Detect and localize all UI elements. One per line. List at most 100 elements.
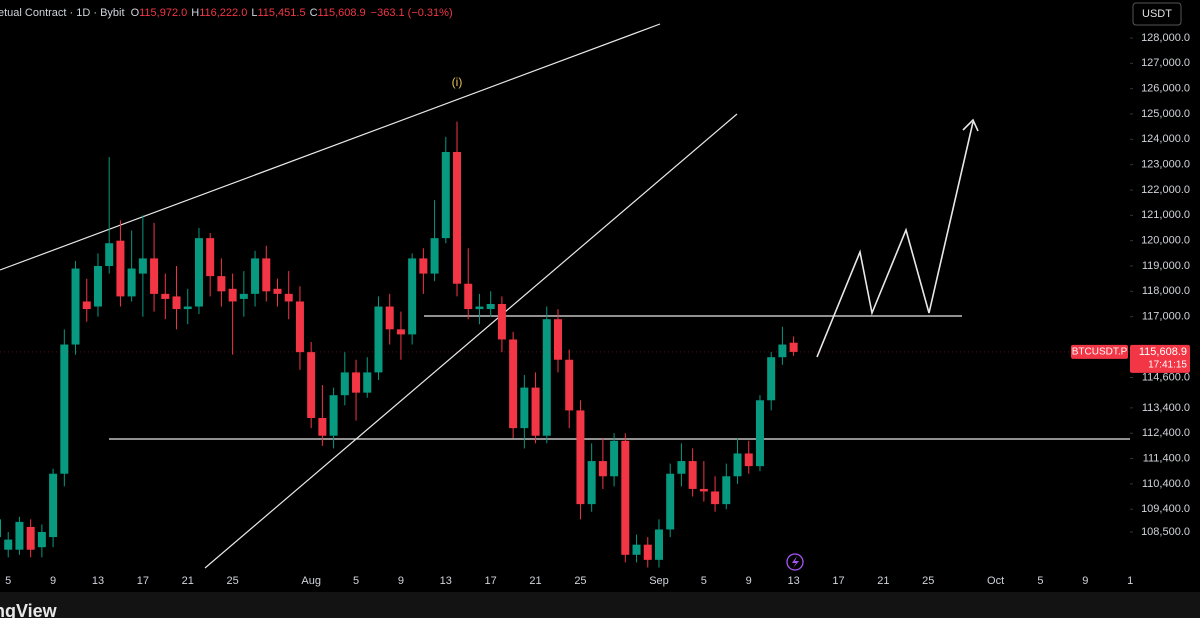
candle-body xyxy=(183,306,192,310)
candle-body xyxy=(554,319,562,360)
y-tick-label: 120,000.0 xyxy=(1141,235,1190,247)
y-tick-label: 122,000.0 xyxy=(1141,184,1190,196)
ohlc-value: 115,608.9 xyxy=(318,7,366,19)
candle-body xyxy=(307,352,316,418)
candle-body xyxy=(767,357,776,401)
candle-body xyxy=(4,539,13,550)
x-tick-label: 9 xyxy=(50,575,56,587)
watermark: ngView xyxy=(0,601,58,618)
symbol-label: BTCUSDT.P xyxy=(1072,347,1128,358)
ohlc-key: L xyxy=(251,7,257,19)
change-value: −363.1 (−0.31%) xyxy=(371,7,453,19)
y-tick-label: 118,000.0 xyxy=(1142,285,1190,297)
candle-body xyxy=(239,293,248,299)
symbol-title: etual Contract · 1D · Bybit xyxy=(0,7,125,19)
x-tick-label: 5 xyxy=(1037,575,1043,587)
y-tick-label: 123,000.0 xyxy=(1141,159,1190,171)
candle-body xyxy=(116,240,125,297)
candle-body xyxy=(206,238,215,277)
x-tick-label: 25 xyxy=(922,575,934,587)
candle-body xyxy=(778,344,787,358)
candle-body xyxy=(228,288,237,302)
candle-body xyxy=(598,461,607,477)
bottom-bar xyxy=(0,592,1200,618)
candle-body xyxy=(37,532,46,548)
candle-body xyxy=(105,243,114,266)
x-tick-label: 13 xyxy=(92,575,104,587)
x-tick-label: 25 xyxy=(574,575,586,587)
y-tick-label: 124,000.0 xyxy=(1141,133,1190,145)
candle-body xyxy=(262,258,271,292)
x-tick-label: 21 xyxy=(877,575,889,587)
x-tick-label: 5 xyxy=(5,575,11,587)
candle-body xyxy=(744,453,753,467)
trend-line xyxy=(204,113,738,569)
candle-body xyxy=(677,461,686,474)
ohlc-key: C xyxy=(310,7,318,19)
candle-body xyxy=(408,258,417,335)
currency-button[interactable] xyxy=(1132,2,1182,26)
candle-body xyxy=(49,473,58,538)
candle-body xyxy=(284,293,293,302)
x-tick-label: 13 xyxy=(440,575,452,587)
ohlc-key: O xyxy=(131,7,140,19)
candle-body xyxy=(340,372,349,396)
y-tick-label: 119,000.0 xyxy=(1142,260,1190,272)
candle-body xyxy=(453,152,462,284)
candle-body xyxy=(352,372,361,393)
candle-body xyxy=(385,306,394,330)
x-tick-label: 13 xyxy=(787,575,799,587)
y-tick-label: 110,400.0 xyxy=(1142,478,1190,490)
candle-body xyxy=(520,387,529,429)
x-tick-label: 21 xyxy=(182,575,194,587)
x-tick-label: 9 xyxy=(398,575,404,587)
candle-body xyxy=(587,461,596,505)
x-tick-label: 21 xyxy=(529,575,541,587)
candle-body xyxy=(430,238,439,274)
candle-body xyxy=(172,296,181,310)
candle-body xyxy=(441,152,450,239)
candle-body xyxy=(26,526,35,550)
candle-body xyxy=(419,258,428,274)
projection-path xyxy=(816,121,974,358)
y-tick-label: 112,400.0 xyxy=(1142,427,1190,439)
x-tick-label: 5 xyxy=(353,575,359,587)
candle-body xyxy=(150,258,159,294)
y-tick-label: 111,400.0 xyxy=(1143,452,1190,464)
candle-body xyxy=(464,283,473,310)
x-tick-label: 17 xyxy=(832,575,844,587)
candle-body xyxy=(755,400,764,467)
candle-body xyxy=(329,395,338,436)
x-tick-label: Aug xyxy=(301,575,321,587)
wave-label: (i) xyxy=(452,75,463,89)
y-tick-label: 125,000.0 xyxy=(1141,108,1190,120)
candle-body xyxy=(93,266,102,307)
candle-body xyxy=(565,359,574,411)
y-tick-label: 114,600.0 xyxy=(1142,371,1190,383)
candle-body xyxy=(542,319,551,436)
countdown-label: 17:41:15 xyxy=(1148,360,1187,371)
currency-label[interactable]: USDT xyxy=(1142,8,1172,20)
ohlc-value: 115,972.0 xyxy=(139,7,187,19)
candle-body xyxy=(71,268,80,345)
candle-body xyxy=(194,238,203,307)
y-tick-label: 127,000.0 xyxy=(1141,57,1190,69)
candle-body xyxy=(363,372,372,393)
y-tick-label: 117,000.0 xyxy=(1142,311,1190,323)
candle-body xyxy=(217,276,226,292)
candle-body xyxy=(127,268,136,297)
candle-body xyxy=(733,453,742,477)
x-tick-label: 1 xyxy=(1127,575,1133,587)
y-tick-label: 128,000.0 xyxy=(1141,32,1190,44)
x-tick-label: Oct xyxy=(987,575,1004,587)
candle-body xyxy=(632,544,641,555)
x-tick-label: 9 xyxy=(746,575,752,587)
candle-body xyxy=(374,306,383,373)
candle-body xyxy=(15,521,24,550)
candle-body xyxy=(722,476,731,505)
candle-body xyxy=(711,491,720,505)
candle-body xyxy=(789,342,798,352)
ohlc-value: 115,451.5 xyxy=(257,7,305,19)
